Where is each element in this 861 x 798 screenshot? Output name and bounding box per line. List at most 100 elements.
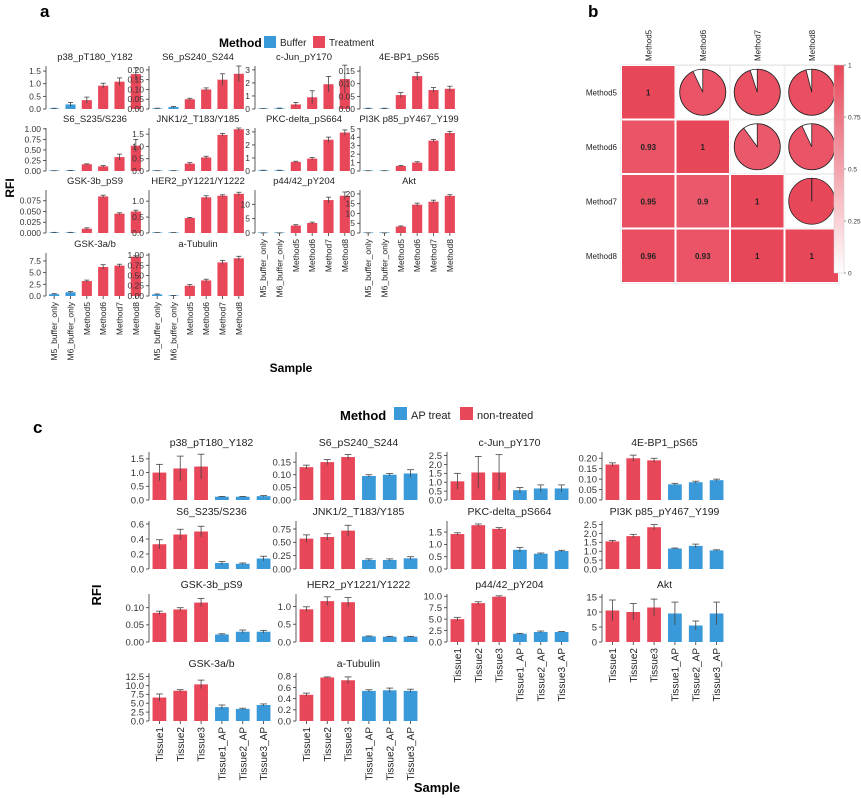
panel_c-subplot-11: Akt 0 5 10 15 Tissue1 Tissue2 Tissue3 Tissue1_AP… bbox=[586, 579, 724, 702]
bar bbox=[274, 108, 285, 109]
x-tick-label: Tissue1 bbox=[302, 727, 313, 762]
panel-a-ylabel: RFI bbox=[3, 178, 17, 197]
y-tick-label: 1.5 bbox=[29, 66, 41, 76]
subplot-title: p38_pT180_Y182 bbox=[57, 52, 133, 63]
legend-a-title: Method bbox=[219, 36, 262, 50]
bar bbox=[428, 90, 439, 109]
y-tick-label: 0.0 bbox=[132, 166, 144, 176]
subplot-title: S6_pS240_S244 bbox=[162, 52, 234, 63]
bar bbox=[81, 281, 92, 296]
corr-value: 1 bbox=[755, 197, 760, 206]
bar bbox=[130, 256, 141, 296]
x-tick-label: M5_buffer_only bbox=[258, 238, 268, 297]
y-tick-label: 0.000 bbox=[20, 228, 42, 238]
bar bbox=[307, 158, 318, 171]
bar bbox=[168, 107, 179, 109]
y-tick-label: 0.5 bbox=[278, 620, 291, 631]
y-tick-label: 0.25 bbox=[24, 155, 41, 165]
bar bbox=[688, 482, 703, 500]
panel_c-subplot-3: 4E-BP1_pS65 0.000.050.100.150.20 bbox=[579, 437, 724, 506]
bar bbox=[626, 612, 641, 642]
bar bbox=[194, 531, 208, 569]
bar bbox=[256, 631, 271, 642]
bar bbox=[235, 563, 250, 569]
y-tick-label: 0.2 bbox=[278, 705, 291, 716]
x-tick-label: Tissue3_AP bbox=[557, 648, 568, 702]
panel_a-subplot-4: S6_S235/S236 0.000.250.500.751.00 bbox=[24, 114, 141, 176]
subplot-title: p44/42_pY204 bbox=[475, 579, 543, 591]
y-tick-label: 0 bbox=[350, 166, 355, 176]
y-tick-label: 0.0 bbox=[29, 291, 41, 301]
y-tick-label: 0.0 bbox=[278, 637, 291, 648]
bar bbox=[194, 684, 208, 721]
bar bbox=[152, 472, 167, 500]
x-tick-label: Method7 bbox=[217, 302, 227, 335]
bar bbox=[184, 163, 195, 171]
y-tick-label: 0.25 bbox=[127, 281, 144, 291]
corr-row-label: Method8 bbox=[586, 252, 618, 261]
corr-value: 1 bbox=[701, 143, 706, 152]
bar bbox=[49, 294, 60, 296]
panel_c-subplot-2: c-Jun_pY170 0.00.51.01.52.02.5 bbox=[429, 437, 569, 506]
y-tick-label: 1.0 bbox=[132, 196, 144, 206]
bar bbox=[626, 536, 641, 569]
bar bbox=[647, 527, 661, 569]
corr-cell bbox=[675, 119, 730, 174]
y-tick-label: 1.5 bbox=[429, 469, 442, 480]
x-tick-label: Tissue3 bbox=[495, 648, 506, 683]
panel_a-subplot-3: 4E-BP1_pS65 0.00 0.05 0.10 0.15 bbox=[338, 52, 455, 114]
subplot-title: Akt bbox=[657, 579, 672, 591]
bar bbox=[533, 553, 548, 569]
x-tick-label: Method6 bbox=[201, 302, 211, 335]
y-tick-label: 0.0 bbox=[131, 716, 144, 727]
y-tick-label: 0.5 bbox=[132, 154, 144, 164]
subplot-title: JNK1/2_T183/Y185 bbox=[157, 114, 240, 125]
bar bbox=[194, 602, 208, 642]
legend-a-buffer-swatch bbox=[264, 36, 276, 48]
y-tick-label: 0 bbox=[245, 228, 250, 238]
x-tick-label: M6_buffer_only bbox=[379, 238, 389, 297]
bar bbox=[81, 164, 92, 171]
x-tick-label: Tissue2 bbox=[323, 727, 334, 762]
corr-cell bbox=[621, 174, 676, 229]
bar bbox=[130, 145, 141, 171]
corr-value: 0.95 bbox=[640, 197, 656, 206]
bar bbox=[403, 558, 418, 569]
x-tick-label: Tissue3 bbox=[650, 648, 661, 683]
y-tick-label: 1 bbox=[245, 153, 250, 163]
bar bbox=[339, 79, 350, 109]
x-tick-label: Tissue3 bbox=[344, 727, 355, 762]
bar bbox=[320, 462, 335, 500]
bar bbox=[290, 225, 301, 233]
bar bbox=[201, 89, 212, 109]
panel-c-ylabel: RFI bbox=[89, 585, 104, 606]
panel_a-subplot-13: a-Tubulin 0.000.250.500.751.00 M5_buffer_o… bbox=[127, 239, 244, 360]
bar bbox=[217, 195, 228, 233]
x-tick-label: Tissue2 bbox=[474, 648, 485, 683]
y-tick-label: 2 bbox=[245, 78, 250, 88]
x-tick-label: Tissue2 bbox=[176, 727, 187, 762]
bar bbox=[382, 690, 397, 721]
panel-b-correlation: Method5 Method5 Method6 Method6 Method7 Metho… bbox=[586, 29, 861, 284]
y-tick-label: 0.75 bbox=[24, 134, 41, 144]
bar bbox=[256, 496, 271, 500]
bar bbox=[184, 218, 195, 233]
bar bbox=[323, 84, 334, 109]
bar bbox=[362, 690, 376, 721]
panel_c-subplot-13: a-Tubulin 0.00.20.40.60.8 Tissue1 Tissue2 Ti… bbox=[278, 658, 418, 781]
panel_a-subplot-10: p44/42_pY204 0 5 10 M5_buffer_only M6_buffer_… bbox=[241, 176, 350, 297]
y-tick-label: 0.00 bbox=[24, 166, 41, 176]
bar bbox=[184, 99, 195, 109]
subplot-title: S6_pS240_S244 bbox=[319, 437, 399, 449]
corr-cell bbox=[675, 228, 730, 283]
y-tick-label: 0.5 bbox=[584, 555, 597, 566]
x-tick-label: Tissue3_AP bbox=[712, 648, 723, 702]
y-tick-label: 0.10 bbox=[579, 474, 598, 485]
y-tick-label: 3 bbox=[350, 141, 355, 151]
bar bbox=[299, 694, 314, 721]
legend-a-treatment-swatch bbox=[313, 36, 325, 48]
y-tick-label: 0.0 bbox=[131, 495, 144, 506]
y-tick-label: 0.15 bbox=[338, 66, 355, 76]
bar bbox=[201, 197, 212, 233]
